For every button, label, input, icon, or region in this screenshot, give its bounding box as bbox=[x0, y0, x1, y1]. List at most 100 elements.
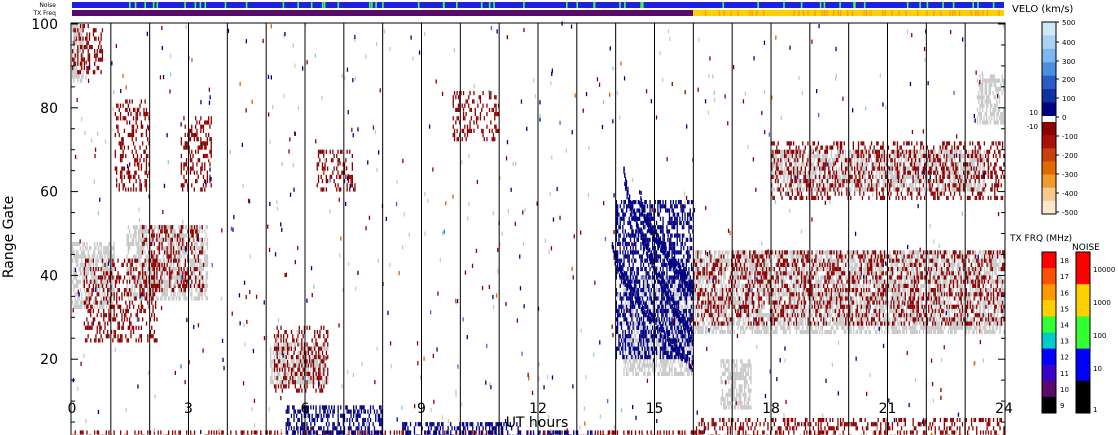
ground-cell bbox=[965, 262, 967, 267]
ground-cell bbox=[887, 288, 890, 293]
ground-cell bbox=[909, 254, 912, 259]
ground-cell bbox=[943, 308, 945, 314]
ground-cell bbox=[711, 304, 713, 309]
tx-freq-tick bbox=[905, 10, 907, 16]
ground-cell bbox=[279, 371, 281, 376]
ground-cell bbox=[327, 376, 329, 381]
ground-cell bbox=[986, 279, 988, 284]
ground-cell bbox=[205, 262, 207, 267]
ground-cell bbox=[750, 267, 752, 272]
ground-cell bbox=[103, 258, 105, 263]
ground-cell bbox=[830, 300, 833, 305]
ground-cell bbox=[140, 225, 142, 230]
ground-cell bbox=[987, 254, 990, 259]
ground-cell bbox=[863, 254, 865, 259]
ground-cell bbox=[863, 313, 865, 318]
ground-cell bbox=[140, 237, 142, 242]
ground-cell bbox=[157, 229, 159, 234]
ground-cell bbox=[952, 267, 954, 272]
ground-cell bbox=[836, 275, 838, 280]
ground-cell bbox=[793, 300, 795, 305]
ground-cell bbox=[147, 241, 149, 247]
ground-cell bbox=[668, 304, 671, 309]
ground-cell bbox=[932, 325, 934, 330]
ground-cell bbox=[872, 267, 874, 272]
ground-cell bbox=[830, 329, 833, 335]
ground-cell bbox=[895, 317, 897, 322]
ground-cell bbox=[998, 254, 1000, 259]
ground-cell bbox=[976, 308, 978, 314]
ground-cell bbox=[742, 321, 744, 326]
ground-cell bbox=[113, 288, 115, 293]
ground-cell bbox=[895, 250, 897, 255]
ground-cell bbox=[78, 296, 80, 301]
ground-cell bbox=[657, 317, 659, 322]
ground-cell bbox=[652, 359, 654, 364]
ground-cell bbox=[859, 313, 861, 318]
ground-cell bbox=[157, 237, 159, 242]
ground-cell bbox=[108, 246, 110, 251]
ground-cell bbox=[646, 371, 649, 376]
ground-cell bbox=[627, 355, 629, 360]
ground-cell bbox=[206, 237, 209, 242]
ground-cell bbox=[73, 267, 75, 272]
ground-cell bbox=[941, 329, 943, 335]
ground-cell bbox=[196, 241, 198, 247]
ground-cell bbox=[169, 225, 171, 230]
ground-cell bbox=[100, 241, 102, 247]
tx-freq-tick bbox=[891, 10, 893, 16]
ground-cell bbox=[885, 296, 887, 301]
ground-cell bbox=[751, 304, 753, 309]
tx-freq-tick bbox=[884, 10, 886, 16]
ground-cell bbox=[799, 254, 801, 259]
ground-cell bbox=[929, 325, 931, 330]
ground-cell bbox=[869, 329, 871, 335]
ground-cell bbox=[680, 363, 682, 368]
ground-cell bbox=[836, 292, 838, 297]
ground-cell bbox=[314, 376, 316, 381]
ground-cell bbox=[729, 329, 731, 335]
ground-cell bbox=[987, 258, 990, 263]
ground-cell bbox=[762, 313, 764, 318]
ground-cell bbox=[280, 380, 282, 385]
ground-cell bbox=[802, 279, 804, 284]
ground-cell bbox=[112, 288, 114, 293]
ground-cell bbox=[943, 271, 945, 276]
ground-cell bbox=[930, 325, 932, 330]
ground-cell bbox=[725, 300, 728, 305]
ground-cell bbox=[718, 250, 720, 255]
tx-freq-tick bbox=[986, 10, 989, 16]
ground-cell bbox=[963, 275, 965, 280]
ground-cell bbox=[164, 275, 166, 280]
ground-cell bbox=[683, 329, 685, 335]
ground-cell bbox=[846, 275, 848, 280]
ground-cell bbox=[162, 229, 164, 234]
ground-cell bbox=[928, 283, 930, 288]
tx-freq-tick bbox=[898, 10, 900, 16]
ground-cell bbox=[74, 241, 76, 247]
ground-cell bbox=[737, 321, 739, 326]
ground-cell bbox=[973, 325, 975, 330]
ground-cell bbox=[729, 271, 731, 276]
ground-cell bbox=[182, 233, 184, 238]
ground-cell bbox=[775, 304, 777, 309]
ground-cell bbox=[179, 258, 181, 263]
ground-cell bbox=[941, 288, 943, 293]
ground-cell bbox=[719, 288, 721, 293]
ground-cell bbox=[869, 292, 871, 297]
ground-cell bbox=[843, 308, 846, 314]
tx-freq-tick bbox=[959, 10, 961, 16]
ground-cell bbox=[749, 296, 751, 301]
ground-cell bbox=[319, 359, 321, 364]
ground-cell bbox=[164, 283, 166, 288]
ground-cell bbox=[99, 288, 101, 293]
ground-cell bbox=[637, 329, 639, 335]
ground-cell bbox=[657, 288, 659, 293]
ground-cell bbox=[105, 262, 107, 267]
ground-cell bbox=[312, 350, 315, 355]
ground-cell bbox=[980, 279, 982, 284]
tx-freq-tick bbox=[749, 10, 751, 16]
ground-cell bbox=[737, 325, 739, 330]
ground-cell bbox=[790, 254, 792, 259]
ground-cell bbox=[824, 292, 826, 297]
